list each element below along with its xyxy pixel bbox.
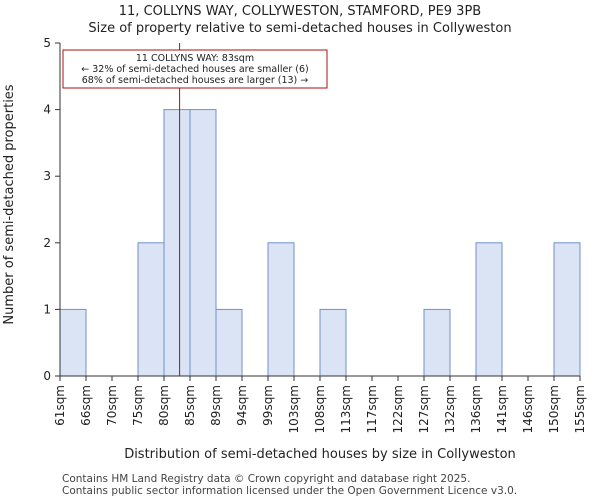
chart-subtitle: Size of property relative to semi-detach… [88, 21, 512, 36]
x-tick-label: 89sqm [209, 385, 223, 426]
y-tick-label: 1 [43, 302, 51, 316]
annotation-line: 68% of semi-detached houses are larger (… [82, 75, 309, 86]
x-tick-label: 155sqm [573, 385, 587, 433]
y-tick-label: 2 [43, 236, 51, 250]
annotation-line: ← 32% of semi-detached houses are smalle… [81, 64, 309, 75]
histogram-bar [189, 109, 217, 377]
x-tick-label: 122sqm [391, 385, 405, 433]
x-tick-label: 80sqm [157, 385, 171, 426]
x-tick-label: 136sqm [469, 385, 483, 433]
histogram-bar [267, 242, 295, 377]
x-tick-label: 70sqm [105, 385, 119, 426]
annotation-line: 11 COLLYNS WAY: 83sqm [136, 53, 254, 64]
histogram-bar [59, 308, 87, 377]
x-tick-label: 66sqm [79, 385, 93, 426]
x-tick-label: 61sqm [53, 385, 67, 426]
x-tick-label: 85sqm [183, 385, 197, 426]
x-tick-label: 141sqm [495, 385, 509, 433]
y-tick-label: 0 [43, 369, 51, 383]
histogram-bar [215, 308, 243, 377]
histogram-bar [475, 242, 503, 377]
x-tick-label: 103sqm [287, 385, 301, 433]
histogram-bar [553, 242, 581, 377]
y-tick-label: 3 [43, 169, 51, 183]
chart-title: 11, COLLYNS WAY, COLLYWESTON, STAMFORD, … [118, 4, 482, 19]
histogram-bar [423, 308, 451, 377]
x-tick-label: 132sqm [443, 385, 457, 433]
y-axis-title: Number of semi-detached properties [2, 84, 17, 324]
x-tick-label: 108sqm [313, 385, 327, 433]
histogram-bar [163, 109, 191, 377]
x-tick-label: 113sqm [339, 385, 353, 433]
histogram-bar [319, 308, 347, 377]
x-tick-label: 150sqm [547, 385, 561, 433]
histogram-bar [137, 242, 165, 377]
x-tick-label: 127sqm [417, 385, 431, 433]
y-tick-label: 5 [43, 36, 51, 50]
x-tick-label: 146sqm [521, 385, 535, 433]
x-tick-label: 99sqm [261, 385, 275, 426]
x-tick-label: 117sqm [365, 385, 379, 433]
x-tick-label: 94sqm [235, 385, 249, 426]
x-tick-label: 75sqm [131, 385, 145, 426]
annotation-box [62, 49, 328, 89]
y-tick-label: 4 [43, 103, 51, 117]
footer-licence: Contains public sector information licen… [62, 485, 518, 497]
x-axis-title: Distribution of semi-detached houses by … [124, 447, 516, 462]
footer-copyright: Contains HM Land Registry data © Crown c… [62, 473, 471, 485]
